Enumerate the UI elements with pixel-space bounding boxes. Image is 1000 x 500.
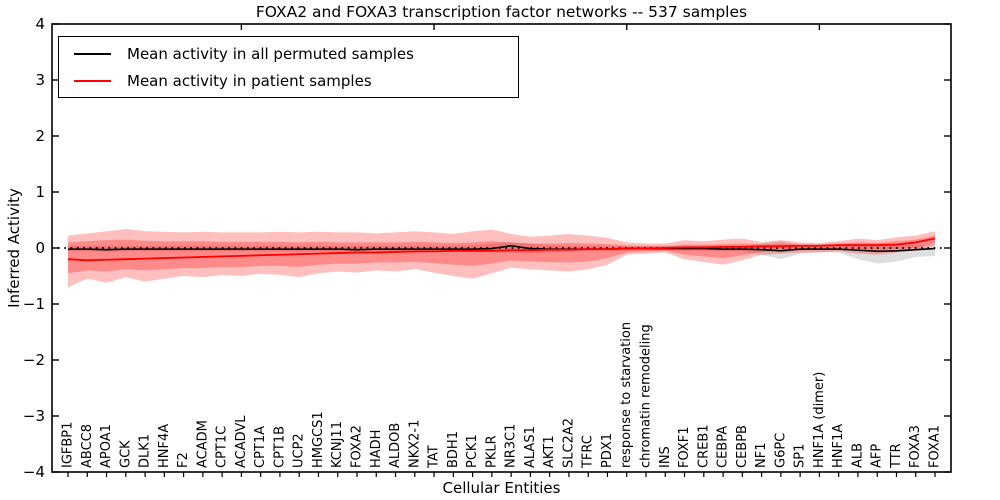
x-tick-label: ALDOB — [388, 423, 403, 468]
x-tick-label: DLK1 — [138, 434, 153, 468]
patient-mean-line — [67, 237, 936, 262]
x-tick-label: CEBPB — [735, 425, 750, 468]
x-tick-label: CPT1A — [253, 426, 268, 468]
x-tick-label: FOXF1 — [677, 426, 692, 468]
band-patient-samples-range-inner — [68, 235, 935, 274]
x-tick-label: CREB1 — [696, 424, 711, 468]
chart-title: FOXA2 and FOXA3 transcription factor net… — [255, 3, 748, 21]
legend-item-patient: Mean activity in patient samples — [74, 72, 518, 90]
x-tick-label: response to starvation — [619, 322, 634, 468]
x-tick-label: AFP — [870, 444, 885, 468]
x-tick-label: AKT1 — [542, 435, 557, 468]
x-tick-label: PKLR — [484, 435, 499, 468]
x-tick-label: INS — [658, 446, 673, 468]
y-tick-label: −3 — [23, 407, 45, 425]
x-tick-label: CPT1C — [215, 426, 230, 468]
x-tick-label: HNF4A — [157, 424, 172, 468]
legend-label-permuted: Mean activity in all permuted samples — [127, 44, 414, 63]
x-tick-label: PDX1 — [600, 433, 615, 468]
x-tick-label: G6PC — [773, 433, 788, 468]
legend-item-permuted: Mean activity in all permuted samples — [74, 45, 518, 63]
band-patient-samples-range-outer — [68, 228, 935, 288]
x-tick-label: BDH1 — [446, 431, 461, 468]
x-tick-label: chromatin remodeling — [639, 324, 654, 468]
legend-label-patient: Mean activity in patient samples — [127, 71, 372, 90]
y-tick-label: 0 — [35, 239, 45, 257]
x-tick-label: APOA1 — [99, 424, 114, 468]
x-tick-label: HMGCS1 — [311, 411, 326, 468]
legend: Mean activity in all permuted samples Me… — [58, 36, 519, 98]
x-tick-label: TTR — [889, 443, 904, 469]
x-tick-label: ACADVL — [234, 415, 249, 468]
x-tick-label: FOXA1 — [928, 425, 943, 468]
x-tick-label: ALB — [850, 443, 865, 468]
y-tick-label: 4 — [35, 15, 45, 33]
y-tick-label: −1 — [23, 295, 45, 313]
x-tick-label: TAT — [427, 445, 442, 469]
x-axis-label: Cellular Entities — [442, 479, 561, 497]
x-tick-label: TFRC — [581, 435, 596, 469]
y-axis-label: Inferred Activity — [5, 188, 23, 308]
y-tick-label: 1 — [35, 183, 45, 201]
x-tick-label: FOXA3 — [908, 425, 923, 468]
x-tick-label: IGFBP1 — [61, 422, 76, 468]
permuted-mean-line — [68, 244, 936, 253]
x-tick-label: UCP2 — [292, 433, 307, 468]
x-tick-label: PCK1 — [465, 434, 480, 468]
legend-red-line-sample — [74, 79, 111, 82]
x-tick-label: NF1 — [754, 443, 769, 468]
x-tick-label: ACADM — [195, 420, 210, 468]
x-tick-label: HNF1A — [831, 424, 846, 468]
y-tick-label: 2 — [35, 127, 45, 145]
x-tick-label: CPT1B — [272, 426, 287, 468]
x-tick-label: ABCC8 — [80, 424, 95, 468]
x-tick-label: HNF1A (dimer) — [812, 372, 827, 468]
x-tick-label: NKX2-1 — [407, 420, 422, 468]
x-tick-label: KCNJ11 — [330, 421, 345, 468]
x-tick-label: ALAS1 — [523, 426, 538, 468]
y-tick-label: 3 — [35, 71, 45, 89]
x-tick-label: HADH — [369, 430, 384, 468]
x-tick-label: FOXA2 — [350, 425, 365, 468]
x-tick-label: GCK — [118, 440, 133, 468]
x-tick-label: SLC2A2 — [561, 418, 576, 468]
x-tick-label: NR3C1 — [504, 424, 519, 468]
y-tick-label: −4 — [23, 463, 45, 481]
y-tick-label: −2 — [23, 351, 45, 369]
legend-black-line-sample — [74, 52, 111, 55]
x-tick-label: SP1 — [793, 444, 808, 468]
x-tick-label: CEBPA — [716, 426, 731, 468]
x-tick-label: F2 — [176, 452, 191, 468]
